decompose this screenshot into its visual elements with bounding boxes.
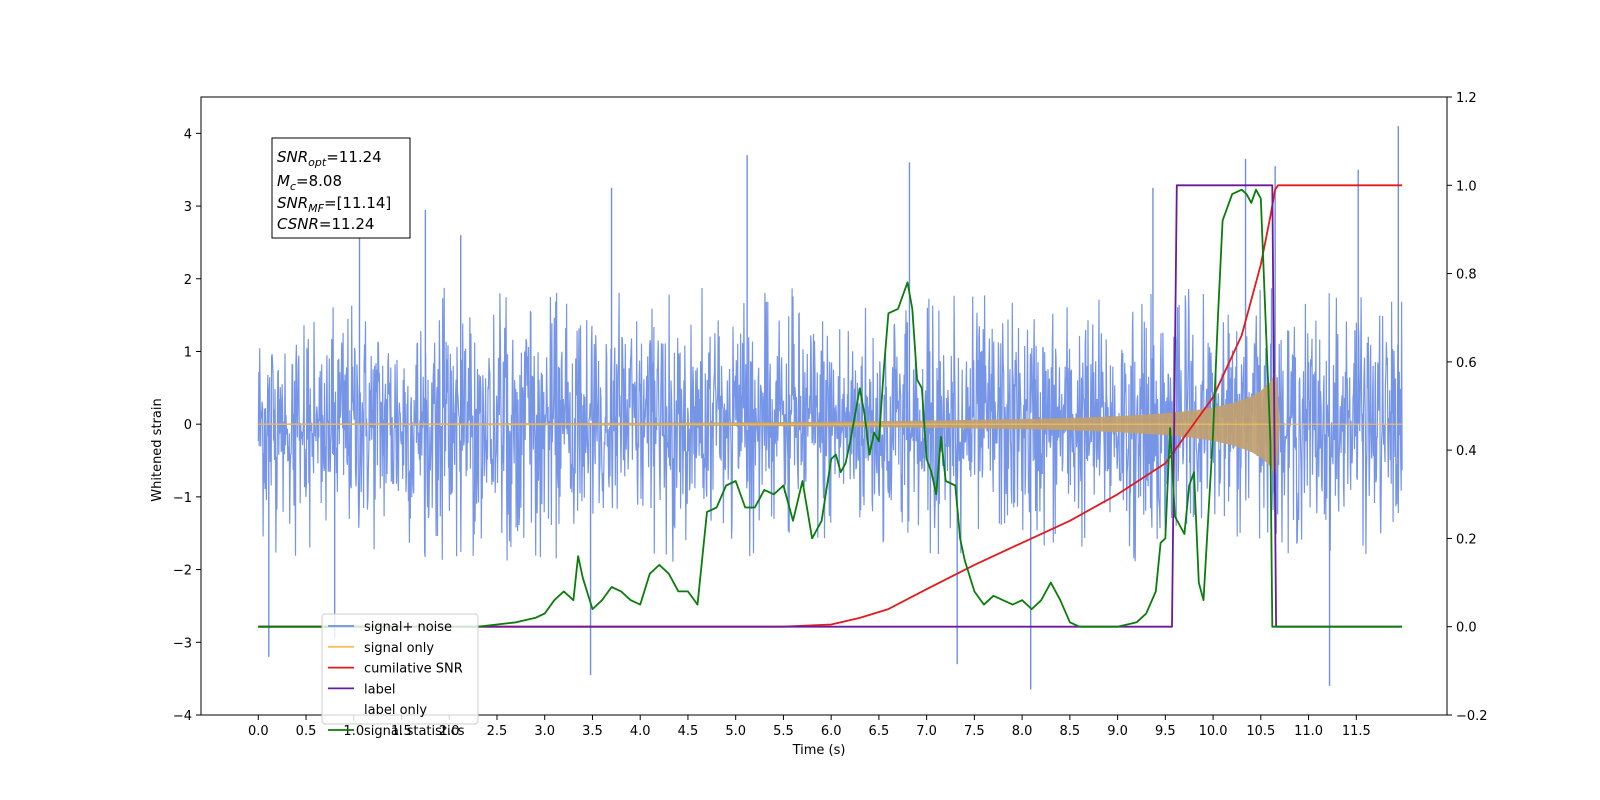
x-tick-label: 1.0	[343, 724, 364, 739]
y2-tick-label: 0.0	[1456, 621, 1477, 636]
annotation-box: SNRopt=11.24 Mc=8.08 SNRMF=[11.14] CSNR=…	[271, 137, 411, 239]
annotation-snr-opt-value: =11.24	[326, 148, 382, 166]
series-signal-statistics	[258, 188, 1403, 628]
y-tick-label: 3	[184, 200, 192, 215]
annotation-mc-sub: c	[290, 180, 296, 193]
y2-tick-label: 0.8	[1456, 268, 1477, 283]
y-tick-label: 2	[184, 273, 192, 288]
annotation-csnr: CSNR=11.24	[277, 215, 374, 233]
y2-tick-label: 1.0	[1456, 179, 1477, 194]
legend-entry: signal+ noise	[364, 620, 452, 635]
x-tick-label: 6.0	[821, 724, 842, 739]
x-tick-label: 9.5	[1155, 724, 1176, 739]
x-axis-label: Time (s)	[792, 743, 846, 758]
x-tick-label: 2.0	[439, 724, 460, 739]
y-tick-label: −1	[173, 491, 192, 506]
legend-entry: label only	[364, 703, 427, 718]
annotation-csnr-value: =11.24	[319, 215, 375, 233]
annotation-snr-opt-main: SNR	[277, 148, 308, 166]
x-tick-label: 10.5	[1246, 724, 1275, 739]
x-tick-label: 3.5	[582, 724, 603, 739]
legend-entry: signal statistics	[364, 724, 465, 739]
y-tick-label: 1	[184, 345, 192, 360]
x-tick-label: 8.0	[1012, 724, 1033, 739]
x-tick-label: 2.5	[487, 724, 508, 739]
annotation-mc-value: =8.08	[296, 172, 342, 190]
x-tick-label: 3.0	[534, 724, 555, 739]
y-tick-label: 0	[184, 418, 192, 433]
x-tick-label: 11.0	[1294, 724, 1323, 739]
annotation-csnr-main: CSNR	[277, 215, 319, 233]
x-tick-label: 0.0	[248, 724, 269, 739]
x-tick-label: 8.5	[1060, 724, 1081, 739]
x-tick-label: 10.0	[1199, 724, 1228, 739]
plot-frame	[200, 96, 1448, 716]
series-cumilative-snr	[258, 184, 1403, 628]
legend-entry: label	[364, 682, 395, 697]
y-tick-label: −4	[173, 709, 192, 724]
x-tick-label: 1.5	[391, 724, 412, 739]
annotation-mc-main: M	[277, 172, 290, 190]
y2-tick-label: 0.6	[1456, 356, 1477, 371]
y-axis-label: Whitened strain	[150, 398, 165, 501]
annotation-snr-mf: SNRMF=[11.14]	[277, 194, 391, 215]
y2-tick-label: 1.2	[1456, 91, 1477, 106]
annotation-snr-mf-main: SNR	[277, 194, 308, 212]
x-tick-label: 11.5	[1342, 724, 1371, 739]
ticks-layer: 0.0 0.5 1.0 1.5 2.0 2.5 3.0 3.5 4.0 4.5 5.0 5.5 6.0 6…	[173, 91, 1488, 739]
legend-frame	[321, 613, 479, 725]
y-tick-label: −3	[173, 636, 192, 651]
legend-entry: cumilative SNR	[364, 662, 463, 677]
y-tick-label: −2	[173, 564, 192, 579]
x-tick-label: 9.0	[1107, 724, 1128, 739]
x-tick-label: 4.0	[630, 724, 651, 739]
annotation-mc: Mc=8.08	[277, 172, 342, 193]
annotation-snr-opt: SNRopt=11.24	[277, 148, 382, 169]
x-tick-label: 7.0	[916, 724, 937, 739]
x-tick-label: 0.5	[296, 724, 317, 739]
annotation-snr-mf-value: =[11.14]	[324, 194, 391, 212]
annotation-frame	[271, 137, 411, 239]
series-layer	[257, 126, 1403, 690]
y2-tick-label: 0.2	[1456, 532, 1477, 547]
x-tick-label: 7.5	[964, 724, 985, 739]
x-tick-label: 5.0	[725, 724, 746, 739]
legend: signal+ noise signal only cumilative SNR la…	[321, 613, 479, 739]
x-tick-label: 6.5	[869, 724, 890, 739]
x-tick-label: 5.5	[773, 724, 794, 739]
annotation-snr-mf-sub: MF	[308, 202, 324, 215]
annotation-snr-opt-sub: opt	[308, 156, 327, 169]
x-tick-label: 4.5	[678, 724, 699, 739]
y2-tick-label: −0.2	[1456, 709, 1488, 724]
y-tick-label: 4	[184, 127, 192, 142]
legend-entry: signal only	[364, 641, 434, 656]
y2-tick-label: 0.4	[1456, 444, 1477, 459]
series-signal-noise	[257, 287, 1403, 562]
